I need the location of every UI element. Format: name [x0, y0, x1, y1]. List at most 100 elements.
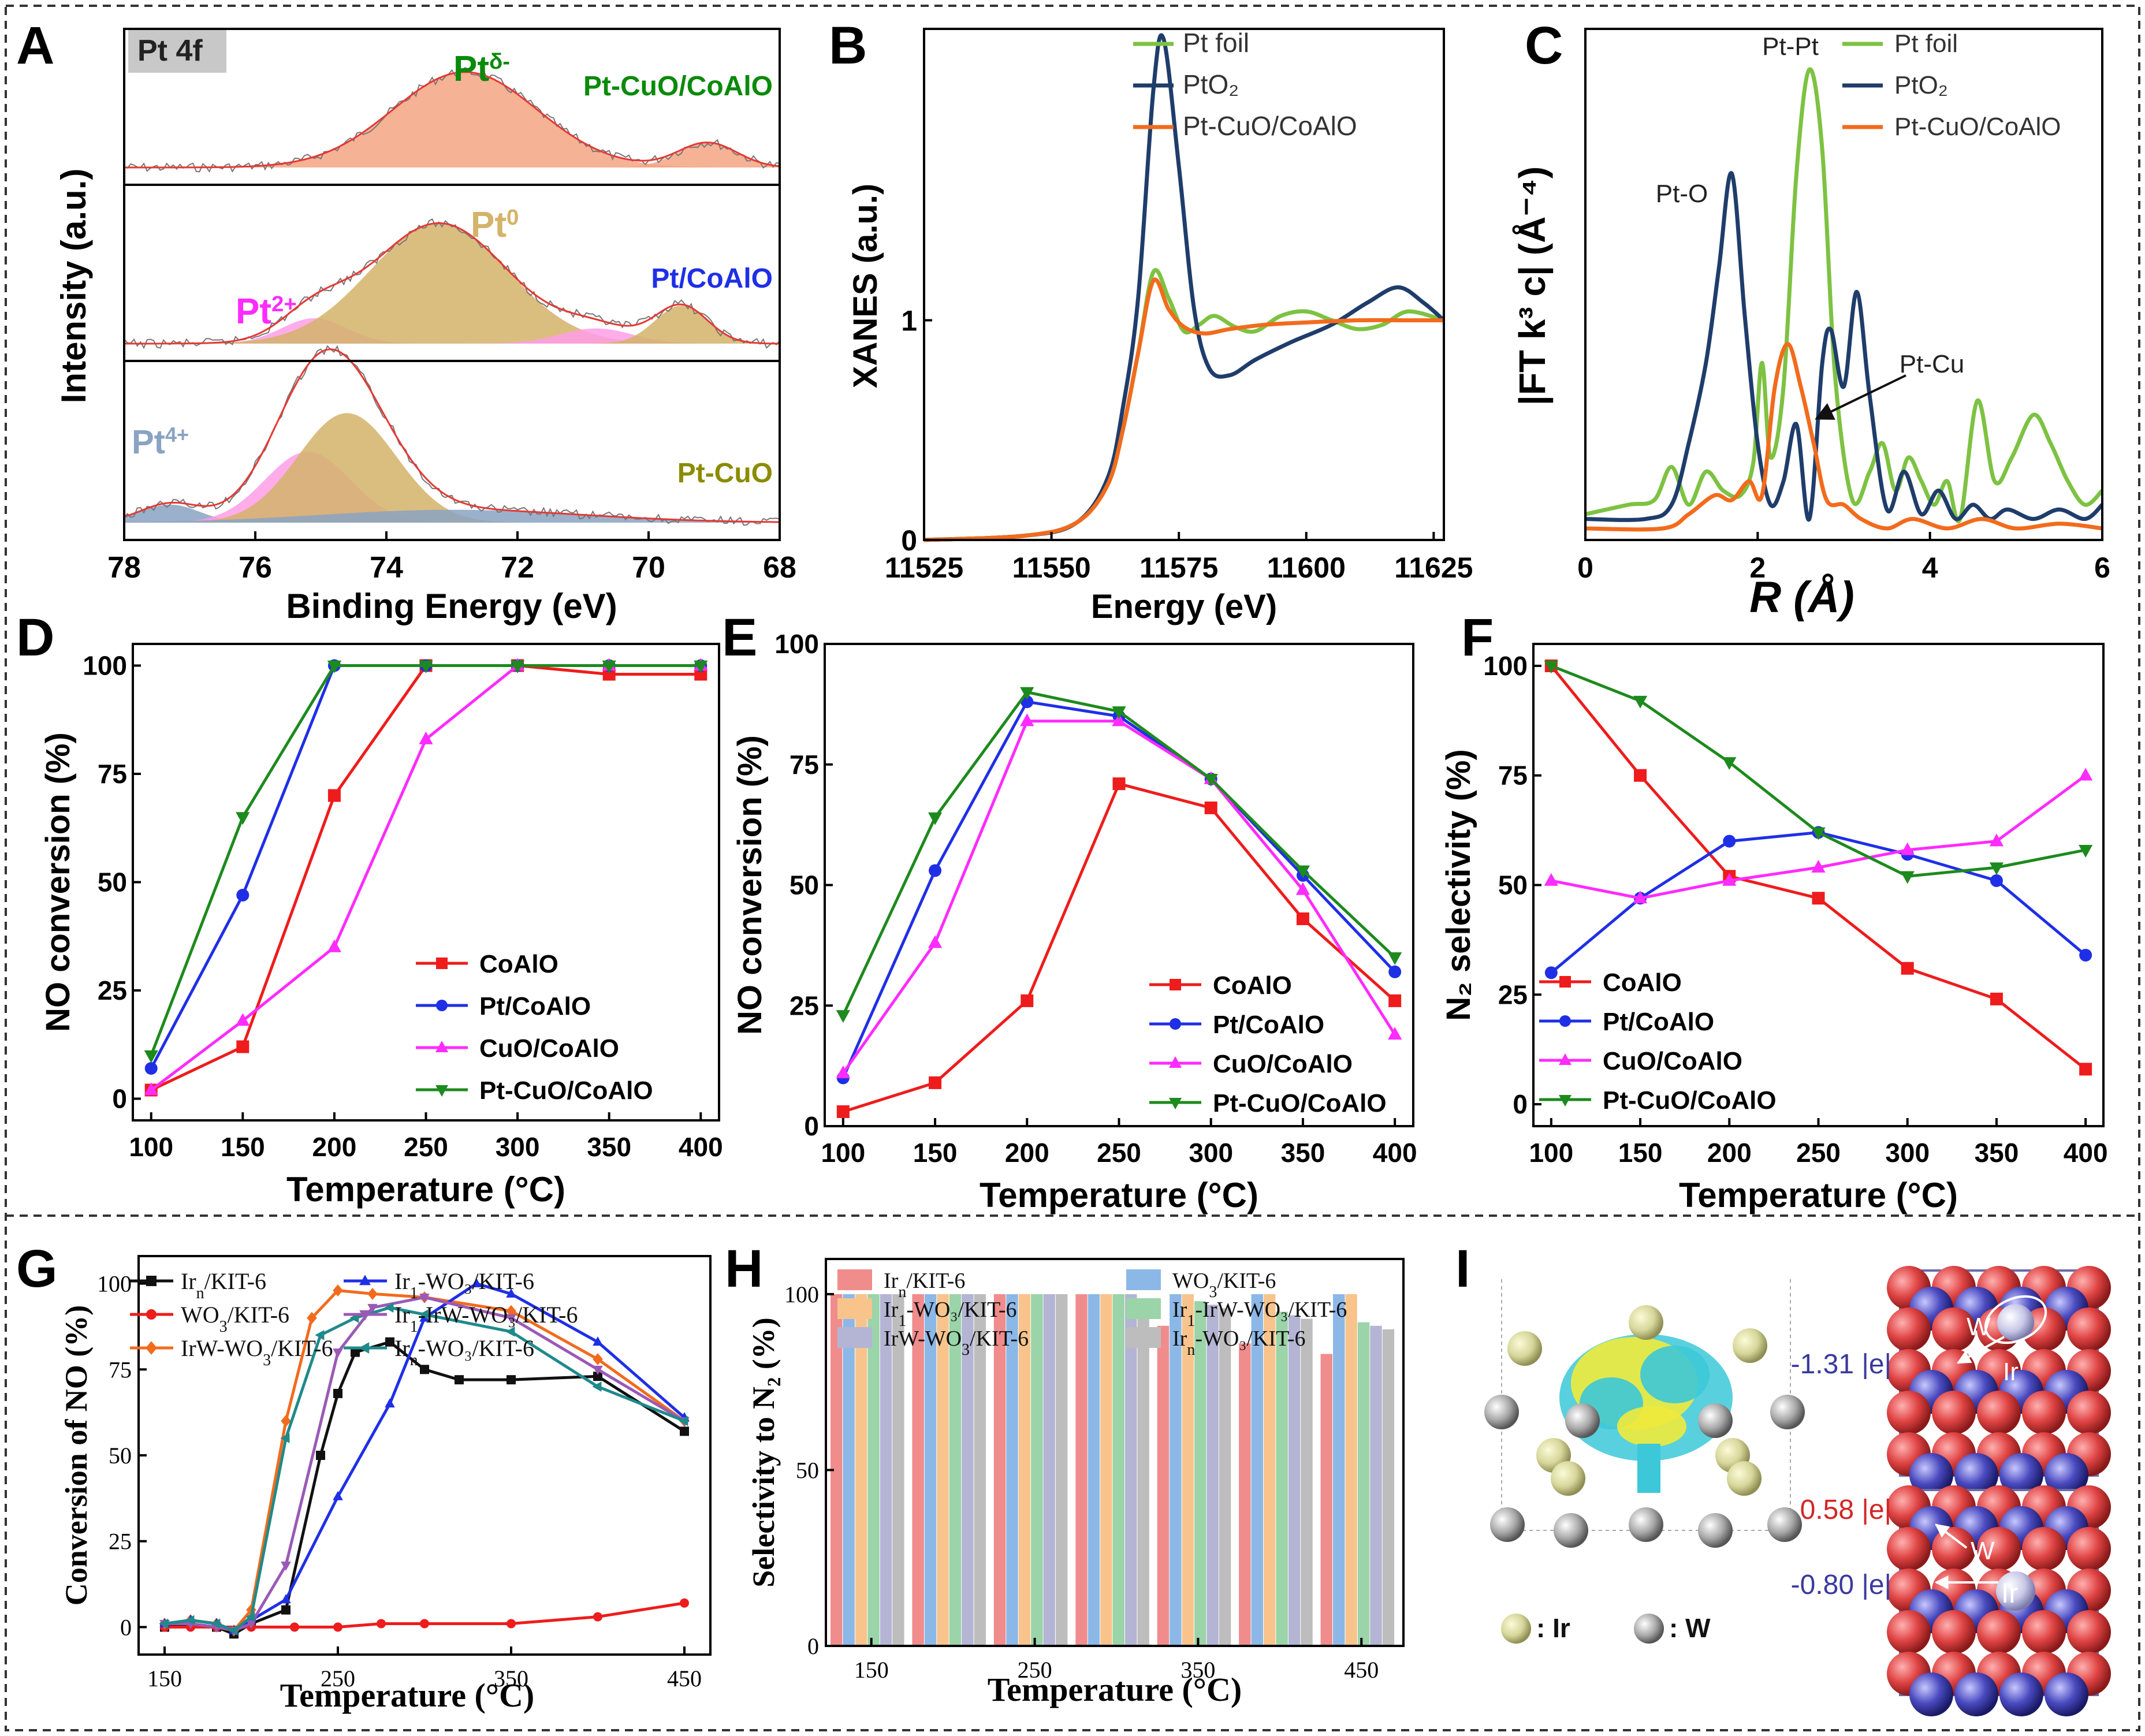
data-point [333, 1388, 342, 1398]
panel-b: 11525 11550 11575 11600 11625 0 1 Energy (eV) XA… [847, 28, 1473, 625]
subsurface-atom [1954, 1672, 1998, 1716]
x-tick-label: 11525 [885, 552, 963, 584]
data-point [593, 1612, 602, 1622]
legend-marker [1559, 1015, 1571, 1027]
x-tick-label: 150 [913, 1138, 958, 1168]
x-tick-label: 250 [1018, 1657, 1052, 1683]
panel-c: 0 2 4 6 R (Å) |FT k³ c| (Å⁻⁴) Pt-Pt Pt-O Pt-Cu Pt… [1511, 28, 2110, 622]
plot-frame [923, 28, 1445, 541]
x-axis-title: Temperature (°C) [286, 1170, 565, 1209]
xps-sample-label: Pt-CuO [677, 458, 773, 489]
legend-label: CuO/CoAlO [1603, 1047, 1742, 1075]
legend-marker [1170, 979, 1181, 990]
bar [1345, 1294, 1357, 1646]
y-axis-title: XANES (a.u.) [847, 184, 884, 389]
data-point [1900, 842, 1915, 855]
bar-series-3 [867, 1294, 1370, 1646]
label-part: Ir [394, 1268, 410, 1294]
xps-peak-component [124, 328, 780, 344]
xps-peak-component [124, 223, 780, 344]
data-point [1388, 1027, 1402, 1040]
series-line [164, 1340, 686, 1636]
series-line [150, 664, 701, 1070]
legend-label: Irn/KIT-6 [884, 1269, 965, 1301]
label-part: 1 [898, 1312, 906, 1330]
surface-atom [1932, 1610, 1976, 1654]
data-point [211, 1618, 221, 1629]
surface-atom [1932, 1391, 1976, 1435]
xps-tag-box [128, 28, 226, 73]
y-axis-title: Conversion of NO (%) [59, 1305, 94, 1605]
subsurface-atom [1999, 1453, 2043, 1497]
y-axis-title: Intensity (a.u.) [54, 169, 93, 404]
charge-value: 0.58 |e| [1800, 1495, 1891, 1525]
xps-state-label: Pt0 [471, 205, 519, 245]
bar [855, 1294, 867, 1646]
y-tick-label: 100 [97, 1271, 132, 1297]
ir-atom [1727, 1461, 1762, 1496]
w-atom [1770, 1395, 1805, 1429]
panel-label-e: E [722, 608, 757, 667]
data-point [1388, 952, 1402, 965]
label-part: 3 [263, 1351, 271, 1369]
data-point [419, 731, 433, 744]
data-point [1901, 962, 1914, 975]
label-part: Ir [181, 1268, 196, 1294]
data-point [367, 1303, 378, 1313]
ir-legend-label: : Ir [1536, 1613, 1570, 1643]
legend-label: IrW-WO3/KIT-6 [884, 1327, 1029, 1359]
plot-frame [1584, 28, 2103, 541]
data-point [929, 1076, 942, 1089]
x-tick-label: 0 [1577, 552, 1593, 584]
label-part: 3 [962, 1341, 970, 1359]
plot-frame [825, 1258, 1405, 1647]
data-point [1021, 994, 1034, 1007]
data-point [680, 1426, 689, 1436]
legend-marker [1559, 1095, 1571, 1107]
legend-marker [359, 1310, 371, 1321]
y-tick-label: 50 [796, 1457, 819, 1483]
legend-label: CoAlO [1213, 971, 1292, 1000]
legend-marker [1559, 976, 1571, 988]
bar [1075, 1294, 1088, 1646]
data-point [1112, 713, 1126, 727]
label-part: δ- [489, 49, 510, 74]
legend-swatch [837, 1269, 872, 1290]
legend-swatch [1126, 1327, 1161, 1348]
label-part: WO [1172, 1269, 1209, 1293]
data-point [385, 1398, 395, 1408]
surface-atom [1977, 1610, 2021, 1654]
data-point [419, 1309, 429, 1320]
bar [1276, 1312, 1288, 1646]
data-point [2079, 768, 2093, 781]
x-tick-label: 100 [129, 1132, 173, 1162]
x-axis-title: Temperature (°C) [980, 1176, 1258, 1215]
bar [949, 1294, 962, 1646]
label-part: 1 [410, 1318, 418, 1336]
xps-raw-data [124, 67, 780, 173]
data-point [680, 1598, 689, 1608]
legend-label: Irn-WO₃/KIT-6 [1172, 1327, 1306, 1359]
data-point [1990, 874, 2003, 887]
bar-series-5 [892, 1294, 1395, 1646]
bar [880, 1294, 892, 1646]
label-part: Pt [453, 49, 489, 89]
bar [974, 1294, 986, 1646]
bar-series-1 [843, 1294, 1345, 1646]
x-tick-label: 450 [667, 1666, 702, 1692]
label-w: W [1971, 1537, 1995, 1565]
label-part: 1 [410, 1284, 418, 1302]
panel-f: 100 150 200 250 300 350 400 0 25 50 75 100 Temperatu… [1440, 643, 2108, 1215]
x-tick-label: 11550 [1012, 552, 1090, 584]
y-tick-label: 0 [807, 1633, 819, 1659]
legend-label: PtO₂ [1894, 71, 1948, 99]
label-w: W [1967, 1313, 1991, 1341]
legend-label: Ir1-IrW-WO₃/KIT-6 [394, 1302, 578, 1336]
legend-label: WO3/KIT-6 [1172, 1269, 1276, 1301]
y-tick-label: 50 [98, 867, 127, 897]
label-part: /KIT-6 [271, 1335, 333, 1361]
data-point [419, 1293, 430, 1303]
y-tick-label: 1 [901, 305, 917, 337]
data-point [1544, 873, 1558, 886]
